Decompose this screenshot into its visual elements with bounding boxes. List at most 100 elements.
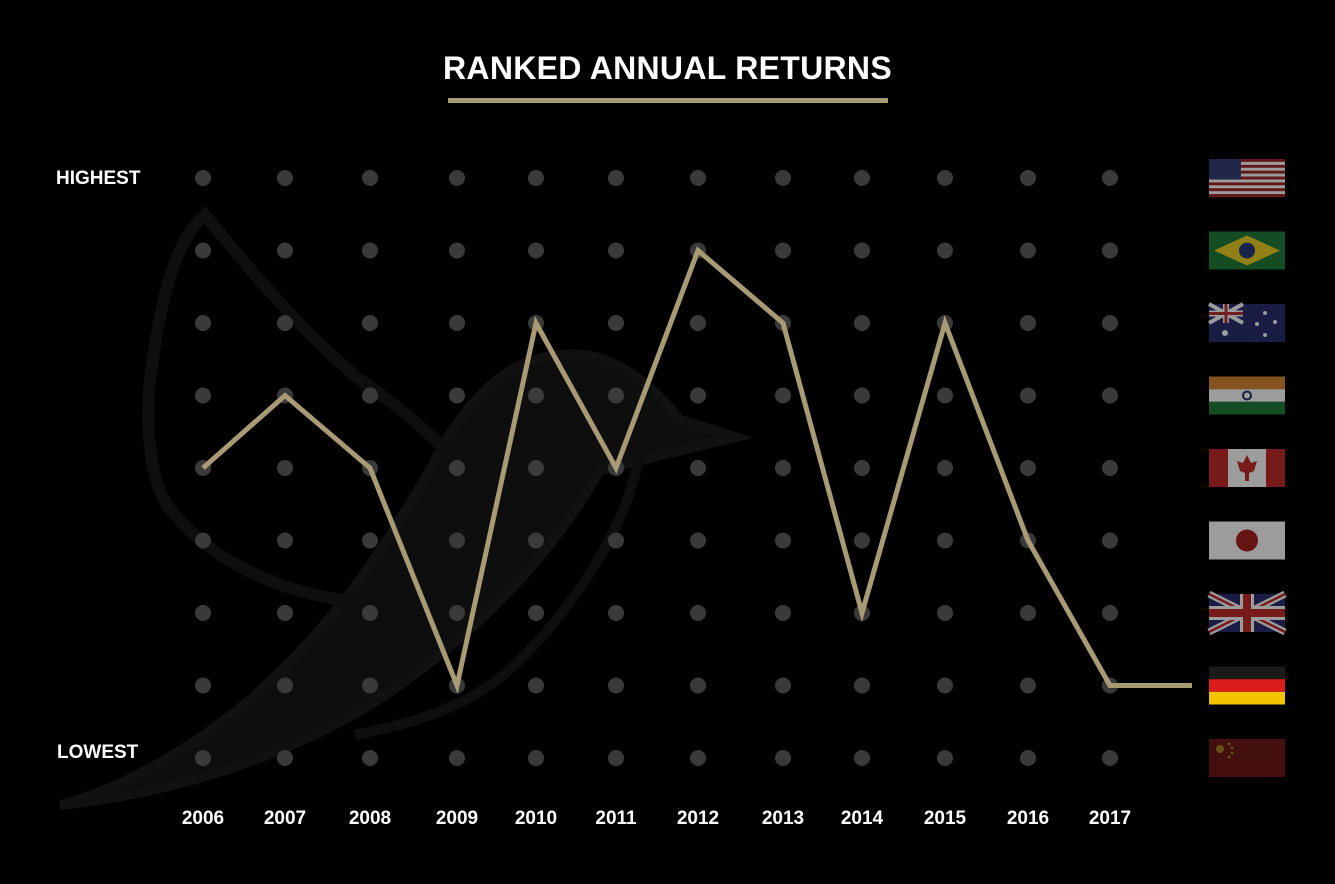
grid-dot xyxy=(608,387,624,404)
grid-dot xyxy=(775,750,791,766)
grid-dot xyxy=(937,750,953,766)
grid-dot xyxy=(1102,387,1118,404)
grid-dot xyxy=(937,460,953,476)
uk-flag-icon xyxy=(1207,590,1287,636)
grid-dot xyxy=(608,532,624,549)
grid-dot xyxy=(449,170,465,186)
grid-dot xyxy=(528,750,544,766)
grid-dot xyxy=(277,605,293,621)
grid-dot xyxy=(449,532,465,549)
grid-dot xyxy=(690,315,706,331)
grid-dot xyxy=(1020,387,1036,404)
grid-dot xyxy=(1020,460,1036,476)
grid-dot xyxy=(854,170,870,186)
lowest-label: LOWEST xyxy=(57,742,139,763)
china-flag-icon xyxy=(1209,739,1285,777)
grid-dot xyxy=(1020,750,1036,766)
grid-dot xyxy=(277,677,293,694)
grid-dot xyxy=(528,170,544,186)
grid-dot xyxy=(362,315,378,331)
grid-dot xyxy=(362,170,378,186)
grid-dot xyxy=(1020,242,1036,259)
grid-dot xyxy=(1102,460,1118,476)
grid-dot xyxy=(528,532,544,549)
x-tick-label: 2014 xyxy=(840,808,884,829)
x-tick-label: 2008 xyxy=(348,808,392,829)
grid-dot xyxy=(854,242,870,259)
grid-dot xyxy=(528,460,544,476)
grid-dot xyxy=(277,532,293,549)
brazil-flag-icon xyxy=(1209,231,1285,270)
grid-dot xyxy=(1102,242,1118,259)
highest-label: HIGHEST xyxy=(56,168,141,189)
grid-dot xyxy=(775,605,791,621)
grid-dot xyxy=(608,242,624,259)
grid-dot xyxy=(690,532,706,549)
x-tick-label: 2011 xyxy=(595,808,637,829)
grid-dot xyxy=(937,387,953,404)
grid-dot xyxy=(690,460,706,476)
grid-dot xyxy=(690,170,706,186)
grid-dot xyxy=(854,315,870,331)
grid-dot xyxy=(608,750,624,766)
grid-dot xyxy=(362,532,378,549)
grid-dot xyxy=(528,677,544,694)
grid-dot xyxy=(937,677,953,694)
grid-dot xyxy=(690,605,706,621)
grid-dot xyxy=(277,460,293,476)
grid-dot xyxy=(608,170,624,186)
grid-dot xyxy=(528,387,544,404)
grid-dot xyxy=(449,460,465,476)
japan-flag-icon xyxy=(1209,521,1285,560)
grid-dot xyxy=(195,170,211,186)
grid-dot xyxy=(195,677,211,694)
grid-dot xyxy=(1020,677,1036,694)
grid-dot xyxy=(195,750,211,766)
chart-title: RANKED ANNUAL RETURNS xyxy=(443,50,892,86)
india-flag-icon xyxy=(1209,376,1285,415)
australia-flag-icon xyxy=(1208,302,1285,342)
usa-flag-icon xyxy=(1209,159,1285,198)
grid-dot xyxy=(608,605,624,621)
grid-dot xyxy=(854,460,870,476)
grid-dot xyxy=(775,387,791,404)
grid-dot xyxy=(277,315,293,331)
x-tick-label: 2007 xyxy=(263,808,307,829)
grid-dot xyxy=(362,242,378,259)
grid-dot xyxy=(362,605,378,621)
grid-dot xyxy=(1020,170,1036,186)
grid-dots xyxy=(195,170,1118,766)
grid-dot xyxy=(937,605,953,621)
grid-dot xyxy=(362,750,378,766)
canada-flag-icon xyxy=(1209,449,1285,487)
grid-dot xyxy=(449,750,465,766)
grid-dot xyxy=(775,242,791,259)
grid-dot xyxy=(1102,605,1118,621)
grid-dot xyxy=(690,750,706,766)
grid-dot xyxy=(449,387,465,404)
grid-dot xyxy=(1102,532,1118,549)
grid-dot xyxy=(195,242,211,259)
x-tick-label: 2015 xyxy=(923,808,967,829)
grid-dot xyxy=(1020,315,1036,331)
grid-dot xyxy=(854,677,870,694)
grid-dot xyxy=(775,677,791,694)
x-tick-label: 2013 xyxy=(761,808,805,829)
grid-dot xyxy=(775,532,791,549)
grid-dot xyxy=(528,242,544,259)
grid-dot xyxy=(608,677,624,694)
grid-dot xyxy=(1102,750,1118,766)
grid-dot xyxy=(195,605,211,621)
grid-dot xyxy=(854,387,870,404)
grid-dot xyxy=(1102,170,1118,186)
grid-dot xyxy=(195,387,211,404)
flag-legend xyxy=(1207,159,1287,777)
x-tick-label: 2017 xyxy=(1088,808,1132,829)
grid-dot xyxy=(362,677,378,694)
x-tick-label: 2006 xyxy=(181,808,225,829)
grid-dot xyxy=(1102,315,1118,331)
grid-dot xyxy=(277,170,293,186)
grid-dot xyxy=(608,315,624,331)
